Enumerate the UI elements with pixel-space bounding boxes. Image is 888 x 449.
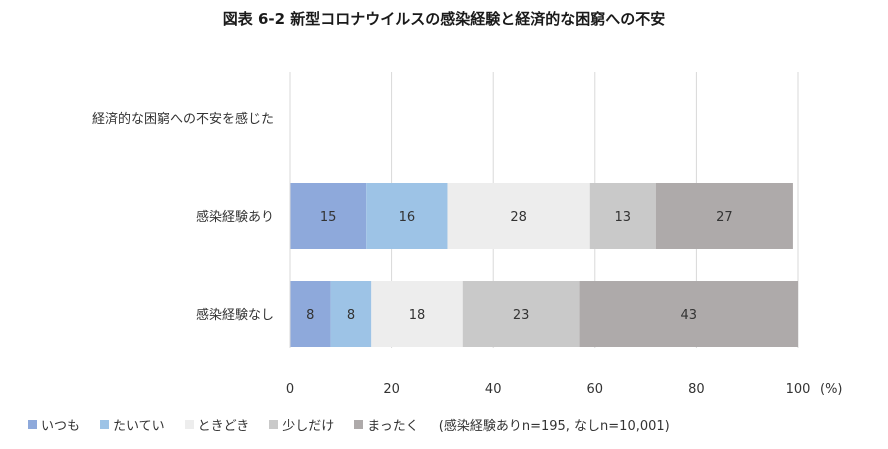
legend-item: いつも xyxy=(28,415,80,434)
sample-size-note: (感染経験ありn=195, なしn=10,001) xyxy=(438,418,670,434)
bar-segment xyxy=(589,183,656,249)
legend-swatch xyxy=(100,419,110,429)
legend-label: 少しだけ xyxy=(282,418,335,434)
x-tick-label: 40 xyxy=(485,382,502,397)
legend-label: まったく xyxy=(367,418,419,434)
legend-label: たいてい xyxy=(113,418,165,434)
x-unit-label: (%) xyxy=(820,382,843,397)
bar-segment xyxy=(371,281,463,347)
data-label: 23 xyxy=(513,308,530,323)
category-label: 感染経験あり xyxy=(196,209,274,225)
bar-segment xyxy=(290,183,367,249)
x-tick-label: 20 xyxy=(383,382,400,397)
x-tick-label: 100 xyxy=(786,382,811,397)
data-label: 16 xyxy=(399,210,416,225)
x-tick-label: 0 xyxy=(286,382,294,397)
data-label: 15 xyxy=(320,210,337,225)
row-header-label: 経済的な困窮への不安を感じた xyxy=(92,111,274,127)
data-label: 8 xyxy=(347,308,355,323)
data-label: 8 xyxy=(306,308,314,323)
legend-swatch xyxy=(184,419,194,429)
bar-segment xyxy=(447,183,590,249)
legend-label: いつも xyxy=(41,418,81,434)
bar-segment xyxy=(290,281,331,347)
x-tick-label: 60 xyxy=(587,382,604,397)
legend-swatch xyxy=(28,419,37,429)
data-label: 43 xyxy=(681,308,698,323)
data-label: 13 xyxy=(614,210,631,225)
bar-segment xyxy=(579,281,798,347)
legend-item: たいてい xyxy=(100,415,165,434)
data-label: 28 xyxy=(510,210,527,225)
chart-title: 図表 6-2 新型コロナウイルスの感染経験と経済的な困窮への不安 xyxy=(222,10,666,28)
bar-segment xyxy=(366,183,448,249)
x-tick-label: 80 xyxy=(688,382,705,397)
bar-segment xyxy=(330,281,372,347)
legend-item: まったく xyxy=(354,415,419,434)
legend-swatch xyxy=(354,419,364,429)
bar-segment xyxy=(655,183,793,249)
category-label: 感染経験なし xyxy=(196,307,274,323)
bar-segment xyxy=(462,281,580,347)
legend-label: ときどき xyxy=(197,418,250,434)
legend-item: 少しだけ xyxy=(269,415,334,434)
legend-swatch xyxy=(269,419,279,429)
data-label: 18 xyxy=(409,308,426,323)
legend-item: ときどき xyxy=(184,415,250,434)
data-label: 27 xyxy=(716,210,733,225)
chart-legend: いつも たいてい ときどき 少しだけ まったく (感染経験ありn=195, なしn=10… xyxy=(28,414,670,434)
legend-items: いつも たいてい ときどき 少しだけ まったく xyxy=(28,415,439,434)
